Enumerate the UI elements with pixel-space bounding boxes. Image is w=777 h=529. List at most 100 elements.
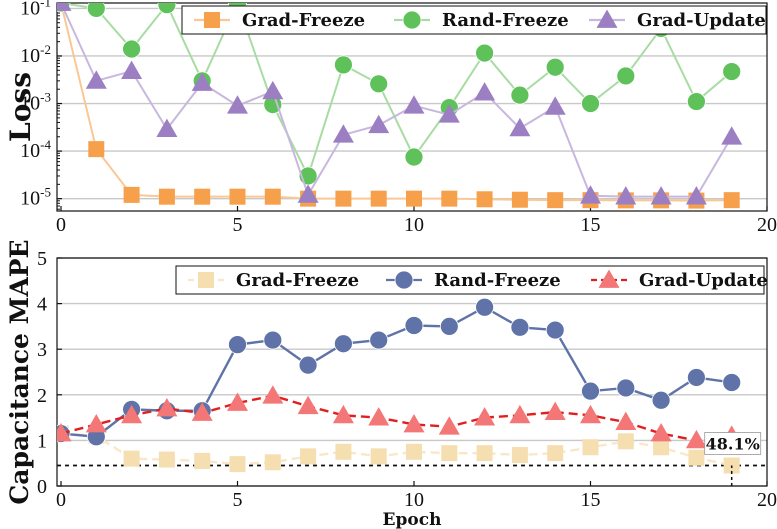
- x-tick-label: 10: [404, 489, 424, 511]
- data-point-grad-update: [121, 60, 143, 80]
- data-point-grad-update: [403, 95, 425, 114]
- data-point-grad-update: [262, 80, 284, 100]
- data-point-rand-freeze: [369, 74, 389, 94]
- data-point-rand-freeze: [510, 317, 530, 337]
- data-point-grad-update: [438, 104, 460, 123]
- legend-box: [181, 5, 767, 35]
- data-point-rand-freeze: [122, 39, 142, 59]
- legend-label: Grad-Update: [637, 10, 766, 31]
- data-point-grad-update: [544, 96, 566, 115]
- data-point-grad-freeze: [406, 443, 422, 460]
- y-tick-label: 0: [37, 476, 47, 498]
- data-point-grad-update: [615, 186, 637, 205]
- data-point-grad-update: [227, 95, 248, 114]
- data-point-grad-freeze: [300, 448, 317, 465]
- data-point-grad-freeze: [547, 192, 564, 209]
- data-point-rand-freeze: [475, 43, 495, 63]
- loss-panel: 0 5 10 15 20 10-1 10-2 10-3 10-4 10-5 Loss Grad-Fre…: [4, 0, 777, 236]
- data-point-rand-freeze: [333, 55, 353, 75]
- legend-marker-grad-freeze: [204, 12, 220, 28]
- data-point-rand-freeze: [86, 3, 106, 18]
- data-point-rand-freeze: [404, 316, 424, 335]
- annotation-box: [704, 432, 762, 455]
- data-point-grad-update: [368, 114, 390, 134]
- legend-label: Grad-Update: [639, 270, 768, 291]
- data-point-grad-freeze: [158, 188, 175, 205]
- annotation-label: 48.1%: [706, 434, 760, 453]
- legend-label: Grad-Freeze: [236, 270, 359, 291]
- y-axis-label: Capacitance MAPE: [5, 239, 34, 504]
- data-point-grad-freeze: [88, 141, 105, 158]
- y-axis-label: Loss: [4, 72, 37, 142]
- data-point-grad-freeze: [335, 190, 352, 207]
- y-tick-label: 10-2: [20, 42, 51, 67]
- x-tick-label: 15: [581, 489, 601, 511]
- data-point-grad-freeze: [229, 456, 246, 473]
- data-point-rand-freeze: [157, 3, 177, 15]
- data-point-rand-freeze: [228, 335, 247, 355]
- data-point-grad-freeze: [370, 448, 387, 465]
- legend-marker-grad-freeze: [198, 272, 214, 288]
- data-point-rand-freeze: [545, 320, 565, 340]
- data-point-rand-freeze: [581, 94, 600, 113]
- data-point-rand-freeze: [510, 85, 530, 105]
- data-point-grad-freeze: [476, 445, 493, 462]
- legend-marker-grad-update: [598, 269, 620, 288]
- data-point-rand-freeze: [404, 147, 424, 167]
- data-point-grad-update: [580, 404, 601, 424]
- legend-box: [175, 265, 765, 295]
- y-tick-label: 10-4: [20, 137, 51, 162]
- data-point-grad-update: [191, 72, 213, 91]
- data-point-grad-freeze: [123, 186, 140, 203]
- data-point-rand-freeze: [616, 378, 636, 398]
- data-point-rand-freeze: [369, 330, 389, 350]
- data-point-rand-freeze: [333, 334, 353, 354]
- data-point-grad-freeze: [476, 191, 493, 208]
- data-point-grad-freeze: [264, 188, 281, 205]
- y-tick-label: 10-3: [20, 90, 51, 115]
- data-point-grad-freeze: [688, 449, 705, 466]
- data-point-rand-freeze: [298, 355, 318, 375]
- data-point-rand-freeze: [651, 390, 671, 410]
- data-point-grad-update: [297, 184, 319, 203]
- data-point-rand-freeze: [722, 62, 742, 81]
- data-point-rand-freeze: [439, 316, 459, 336]
- data-point-grad-update: [615, 411, 637, 431]
- data-point-grad-update: [191, 402, 213, 421]
- data-point-grad-update: [721, 126, 743, 145]
- y-tick-label: 2: [37, 385, 47, 407]
- data-point-grad-freeze: [194, 452, 211, 469]
- data-point-grad-freeze: [441, 190, 458, 207]
- data-point-grad-update: [580, 185, 601, 204]
- data-point-grad-update: [297, 395, 319, 415]
- data-point-grad-freeze: [264, 454, 281, 471]
- y-tick-label: 3: [37, 339, 47, 361]
- data-point-rand-freeze: [581, 381, 600, 401]
- plot-frame: [56, 257, 768, 487]
- x-tick-label: 10: [404, 214, 424, 236]
- data-point-grad-freeze: [194, 188, 211, 205]
- x-tick-label: 0: [56, 489, 66, 511]
- legend-marker-rand-freeze: [394, 270, 414, 290]
- data-point-grad-freeze: [511, 191, 528, 208]
- legend-label: Grad-Freeze: [242, 10, 365, 31]
- data-point-grad-update: [474, 407, 496, 426]
- data-point-rand-freeze: [475, 297, 495, 317]
- data-point-grad-update: [57, 423, 72, 442]
- x-tick-label: 5: [233, 214, 243, 236]
- data-point-grad-freeze: [335, 443, 352, 460]
- legend-label: Rand-Freeze: [442, 10, 569, 31]
- legend-marker-rand-freeze: [402, 10, 422, 30]
- x-axis-label: Epoch: [383, 510, 442, 529]
- x-tick-label: 20: [757, 489, 777, 511]
- data-point-grad-update: [474, 82, 496, 101]
- plot-area: [57, 3, 743, 209]
- data-point-rand-freeze: [722, 373, 742, 392]
- data-point-grad-update: [685, 186, 707, 205]
- data-point-grad-update: [403, 413, 425, 433]
- plot-frame: [56, 2, 768, 212]
- legend-label: Rand-Freeze: [434, 270, 561, 291]
- data-point-rand-freeze: [687, 368, 706, 387]
- data-point-grad-freeze: [123, 450, 140, 467]
- data-point-grad-update: [509, 117, 531, 137]
